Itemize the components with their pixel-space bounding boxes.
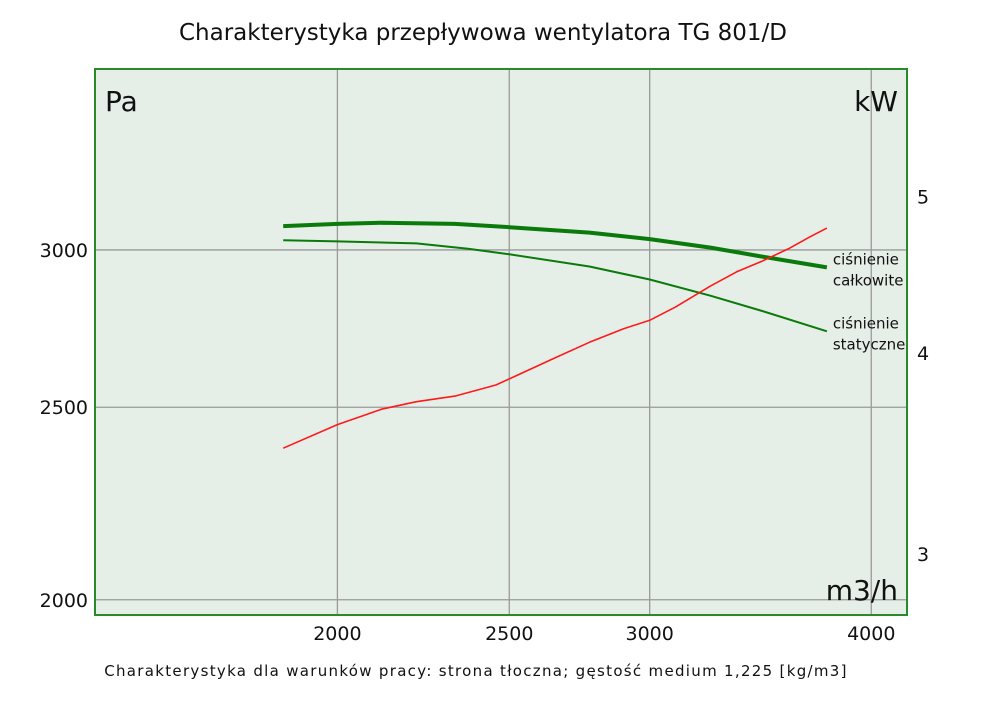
y2-tick-label: 4 [917,343,929,365]
y2-tick-label: 3 [917,544,929,566]
x-axis-label: m3/h [826,574,898,607]
x-tick-label: 4000 [847,623,895,645]
x-tick-label: 2500 [485,623,533,645]
series-label: ciśnienie [833,250,899,268]
y-tick-label: 3000 [40,240,88,262]
plot-frame [94,68,908,616]
series-line-moc [282,227,828,449]
series-line-ciśnienie-całkowite [283,220,828,270]
y2-axis-label: kW [854,85,898,118]
series-label: statyczne [833,335,906,353]
x-tick-label: 2000 [313,623,361,645]
series-label: ciśnienie [833,314,899,332]
y2-tick-label: 5 [917,187,929,209]
series-label: całkowite [833,271,904,289]
series-line-ciśnienie-statyczne [283,239,828,333]
y-tick-label: 2000 [40,590,88,612]
plot-area [95,69,907,615]
y-tick-label: 2500 [40,397,88,419]
footnote: Charakterystyka dla warunków pracy: stro… [104,662,848,680]
y-axis-label: Pa [105,85,138,118]
chart-title: Charakterystyka przepływowa wentylatora … [179,20,787,46]
x-tick-label: 3000 [626,623,674,645]
